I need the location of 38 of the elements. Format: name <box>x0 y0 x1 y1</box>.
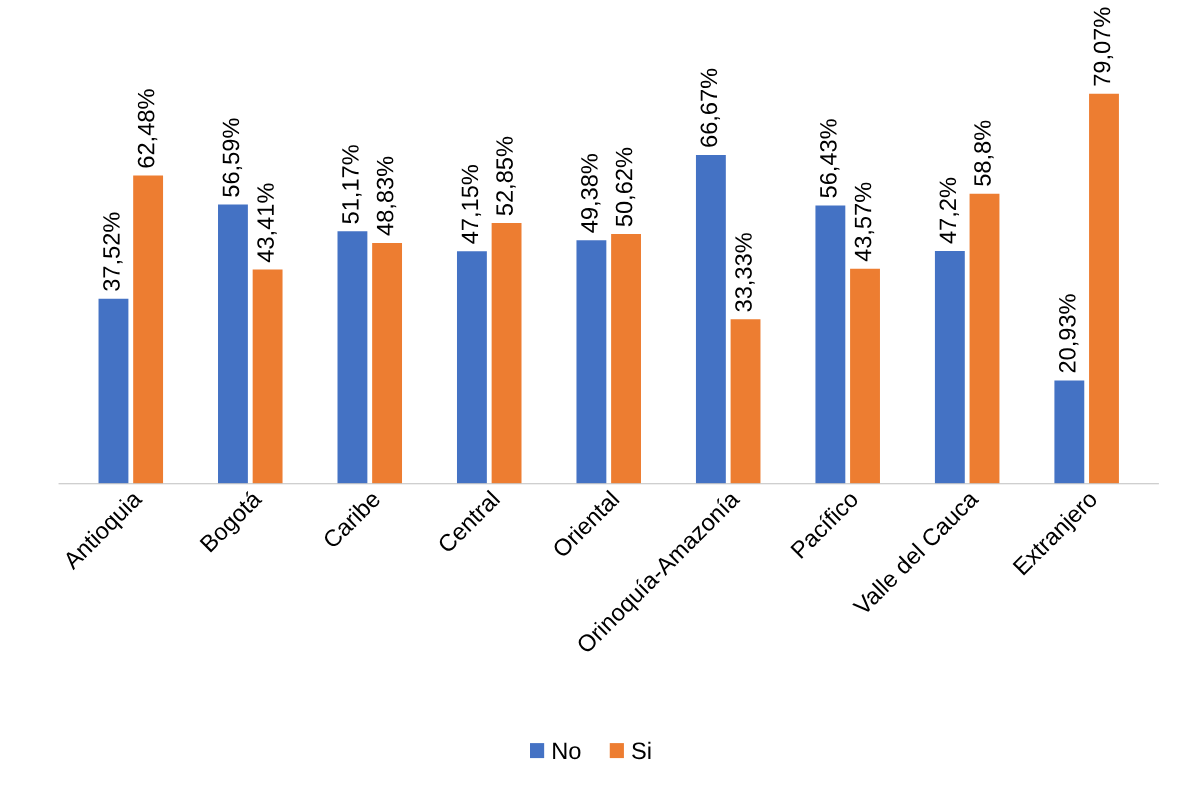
bar <box>1089 93 1119 484</box>
data-label: 56,43% <box>819 119 840 198</box>
bar <box>730 319 761 484</box>
legend-label: No <box>553 742 581 760</box>
data-label: 58,8% <box>974 120 994 186</box>
bar <box>218 204 248 484</box>
bar <box>611 234 641 484</box>
data-label: 43,41% <box>257 183 277 263</box>
data-label: 47,15% <box>461 164 482 244</box>
data-label: 47,2% <box>939 177 959 244</box>
bar <box>695 154 726 484</box>
bar <box>98 298 129 484</box>
data-label: 56,59% <box>222 118 243 197</box>
bar <box>576 240 607 484</box>
legend-label: Si <box>632 741 651 760</box>
bar <box>491 223 522 484</box>
bar <box>133 175 164 484</box>
bar <box>934 250 965 484</box>
bar <box>850 268 880 484</box>
data-label: 79,07% <box>1093 7 1114 86</box>
bar <box>1054 380 1085 484</box>
data-label: 51,17% <box>342 145 362 224</box>
data-label: 66,67% <box>700 68 721 147</box>
bar <box>456 251 487 484</box>
bar <box>815 205 846 484</box>
bar <box>337 231 368 484</box>
data-label: 37,52% <box>103 212 123 291</box>
bar <box>969 193 1000 484</box>
data-label: 43,57% <box>854 182 875 262</box>
data-label: 62,48% <box>137 89 158 168</box>
data-label: 33,33% <box>735 233 755 312</box>
bar <box>372 242 403 484</box>
data-label: 48,83% <box>376 156 397 236</box>
data-label: 20,93% <box>1058 294 1079 373</box>
data-label: 52,85% <box>496 136 516 216</box>
bar <box>252 269 283 484</box>
data-label: 49,38% <box>581 153 601 233</box>
data-label: 50,62% <box>615 147 636 227</box>
